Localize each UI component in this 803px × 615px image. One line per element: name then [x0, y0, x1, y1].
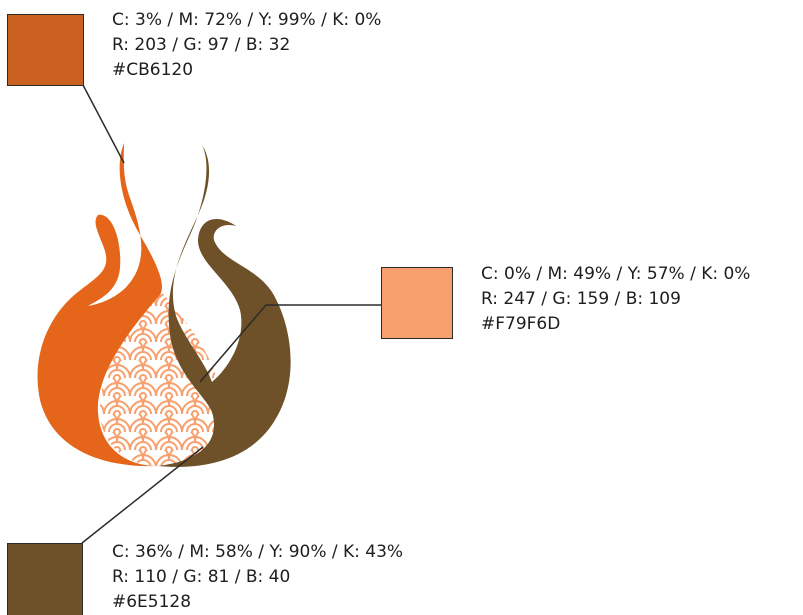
color-swatch-orange	[7, 14, 84, 86]
color-info-peach: C: 0% / M: 49% / Y: 57% / K: 0% R: 247 /…	[481, 262, 750, 337]
color-info-brown: C: 36% / M: 58% / Y: 90% / K: 43% R: 110…	[112, 540, 403, 615]
flame-right	[158, 145, 291, 467]
rgb-text: R: 203 / G: 97 / B: 32	[112, 35, 291, 55]
rgb-text: R: 247 / G: 159 / B: 109	[481, 289, 681, 309]
rgb-text: R: 110 / G: 81 / B: 40	[112, 567, 291, 587]
color-swatch-brown	[7, 543, 83, 615]
leader-line-2	[199, 304, 382, 383]
leader-line-3	[81, 446, 204, 544]
hex-text: #6E5128	[112, 592, 192, 612]
flame-left	[37, 143, 162, 467]
leader-line-1	[82, 84, 125, 164]
color-info-orange: C: 3% / M: 72% / Y: 99% / K: 0% R: 203 /…	[112, 8, 381, 83]
cmyk-text: C: 36% / M: 58% / Y: 90% / K: 43%	[112, 542, 404, 562]
hex-text: #CB6120	[112, 60, 194, 80]
cmyk-text: C: 3% / M: 72% / Y: 99% / K: 0%	[112, 10, 382, 30]
hex-text: #F79F6D	[481, 314, 561, 334]
color-swatch-peach	[381, 267, 453, 339]
cmyk-text: C: 0% / M: 49% / Y: 57% / K: 0%	[481, 264, 751, 284]
